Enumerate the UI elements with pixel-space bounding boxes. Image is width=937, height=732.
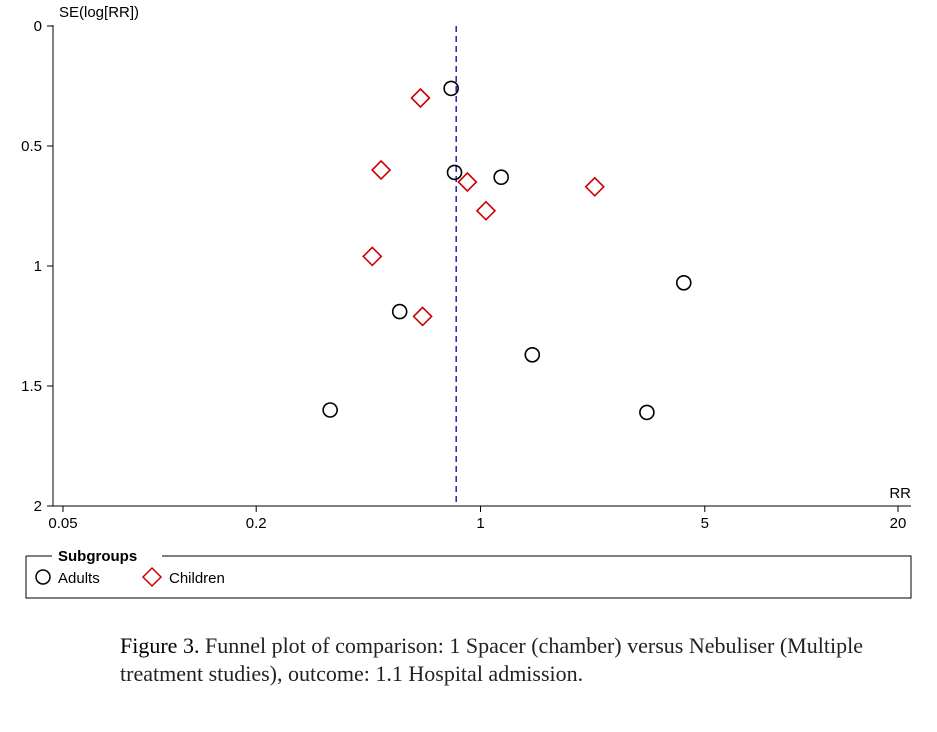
legend: Subgroups Adults Children: [25, 548, 912, 599]
x-tick-label: 0.2: [246, 515, 267, 532]
children-point: [584, 176, 605, 197]
legend-children-marker: [141, 566, 163, 588]
y-tick-label: 2: [34, 498, 42, 515]
legend-frame: [25, 555, 912, 599]
adults-point: [443, 80, 459, 97]
x-tick-label: 1: [476, 515, 484, 532]
data-points: [322, 80, 692, 421]
legend-adults-label: Adults: [58, 570, 100, 587]
children-point: [412, 306, 433, 327]
children-point: [362, 246, 383, 267]
y-tick-label: 0.5: [21, 138, 42, 155]
figure-label: Figure 3.: [120, 633, 200, 658]
adults-point: [524, 346, 541, 363]
children-point: [410, 87, 431, 109]
legend-children-label: Children: [169, 570, 225, 587]
adults-point: [675, 274, 692, 291]
children-point: [475, 200, 497, 221]
children-point: [457, 171, 478, 193]
y-axis-title: SE(log[RR]): [59, 4, 139, 21]
children-point: [370, 159, 392, 181]
legend-adults-marker: [35, 569, 51, 585]
adults-point: [446, 164, 463, 181]
adults-point: [639, 404, 655, 421]
figure-caption: Figure 3. Funnel plot of comparison: 1 S…: [120, 632, 880, 688]
x-tick-label: 5: [701, 515, 709, 532]
axis-ticks: 0.05 0.2 1 5 20 0 0.5 1 1.5 2: [21, 18, 906, 532]
legend-title: Subgroups: [58, 548, 137, 565]
adults-point: [391, 303, 408, 320]
x-tick-label: 20: [890, 515, 907, 532]
figure-caption-text: Funnel plot of comparison: 1 Spacer (cha…: [120, 633, 863, 686]
x-tick-label: 0.05: [48, 515, 77, 532]
y-tick-label: 0: [34, 18, 42, 35]
adults-point: [493, 169, 509, 185]
x-axis-title: RR: [889, 485, 911, 502]
adults-point: [322, 402, 338, 418]
y-tick-label: 1.5: [21, 378, 42, 395]
y-tick-label: 1: [34, 258, 42, 275]
funnel-plot: SE(log[RR]) RR 0.05 0.2 1 5 20 0 0.5 1 1.5 2 Subg…: [21, 4, 912, 599]
